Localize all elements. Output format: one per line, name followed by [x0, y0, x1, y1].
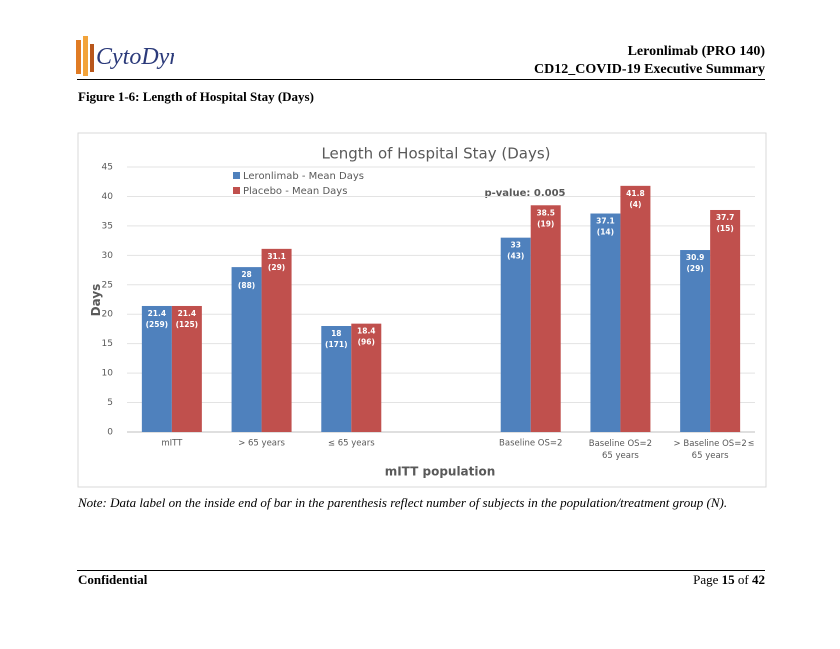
bar — [500, 237, 531, 432]
data-label-n: (19) — [537, 219, 554, 228]
chart-title: Length of Hospital Stay (Days) — [321, 145, 550, 163]
p-value-annotation: p-value: 0.005 — [484, 188, 565, 199]
y-tick-label: 0 — [107, 428, 113, 438]
data-label-n: (96) — [358, 338, 375, 347]
logo-bar — [76, 40, 81, 74]
data-label: 33 — [510, 241, 520, 250]
bar — [351, 323, 382, 432]
y-axis-label: Days — [89, 284, 103, 317]
of-word: of — [737, 572, 749, 587]
data-label-n: (29) — [268, 263, 285, 272]
logo-bar — [90, 44, 94, 72]
y-tick-label: 25 — [102, 280, 113, 290]
data-label: 18.4 — [357, 327, 376, 336]
data-label: 30.9 — [686, 253, 705, 262]
footer-rule — [77, 570, 765, 571]
bar — [710, 209, 741, 432]
data-label-n: (88) — [238, 281, 255, 290]
bar — [231, 267, 262, 432]
x-tick-label: Baseline OS=2 — [499, 439, 562, 449]
x-tick-label: > Baseline OS=2 65 years — [674, 439, 747, 461]
x-tick-label: mITT — [161, 439, 183, 449]
bar — [141, 305, 172, 432]
data-label: 21.4 — [178, 309, 197, 318]
data-label-n: (29) — [686, 264, 703, 273]
y-tick-label: 45 — [102, 163, 113, 173]
bar — [680, 250, 711, 432]
y-tick-label: 10 — [102, 369, 114, 379]
y-tick-label: 15 — [102, 339, 113, 349]
x-tick-label-line: > Baseline OS=2 — [674, 439, 747, 449]
bar — [171, 305, 202, 432]
data-label: 41.8 — [626, 189, 645, 198]
legend-swatch — [233, 187, 240, 194]
logo-bar — [83, 36, 88, 76]
data-label-n: (14) — [597, 228, 614, 237]
data-label-n: (43) — [507, 252, 524, 261]
y-tick-label: 40 — [102, 192, 114, 202]
data-label: 28 — [241, 270, 251, 279]
logo: CytoDyn — [76, 36, 174, 76]
data-label: 37.1 — [596, 217, 615, 226]
page-current: 15 — [721, 572, 735, 587]
x-tick-label: > 65 years — [238, 439, 285, 449]
bar — [321, 326, 352, 432]
data-label-n: (125) — [176, 320, 199, 329]
chart-frame — [77, 132, 767, 488]
x-tick-label-line: 65 years — [602, 451, 639, 461]
header-title: Leronlimab (PRO 140) — [627, 44, 765, 59]
bar — [530, 205, 561, 432]
data-label: 18 — [331, 329, 341, 338]
page-word: Page — [693, 572, 719, 587]
figure-caption: Figure 1-6: Length of Hospital Stay (Day… — [78, 89, 314, 104]
data-label: 31.1 — [267, 252, 286, 261]
data-label: 38.5 — [536, 208, 555, 217]
bar — [620, 185, 651, 432]
page-total: 42 — [752, 572, 765, 587]
legend-label: Placebo - Mean Days — [243, 186, 347, 197]
x-tick-label: Baseline OS=2 65 years — [589, 439, 652, 461]
header-rule — [77, 79, 765, 80]
x-tick-label: ≤ 65 years — [328, 439, 375, 449]
legend-swatch — [233, 172, 240, 179]
x-tick-label-line: Baseline OS=2 — [589, 439, 652, 449]
x-tick-label-line: 65 years — [692, 451, 729, 461]
logo-text: CytoDyn — [96, 44, 174, 70]
y-tick-label: 20 — [102, 310, 114, 320]
header-subtitle: CD12_COVID-19 Executive Summary — [534, 62, 765, 77]
bar — [261, 248, 292, 432]
data-label: 37.7 — [716, 213, 735, 222]
data-label-n: (259) — [146, 320, 169, 329]
data-label-n: (4) — [629, 200, 641, 209]
y-tick-label: 35 — [102, 221, 113, 231]
y-tick-label: 30 — [102, 251, 114, 261]
data-label: 21.4 — [148, 309, 167, 318]
note: Note: Data label on the inside end of ba… — [78, 495, 728, 510]
data-label-n: (15) — [716, 224, 733, 233]
bar — [590, 213, 621, 432]
page-number: Page 15 of 42 — [693, 572, 765, 588]
data-label-n: (171) — [325, 340, 348, 349]
legend-label: Leronlimab - Mean Days — [243, 171, 364, 182]
y-tick-label: 5 — [107, 398, 113, 408]
overflow-label: ≤ — [748, 439, 755, 448]
x-axis-label: mITT population — [385, 465, 496, 479]
footer-confidential: Confidential — [78, 572, 148, 587]
